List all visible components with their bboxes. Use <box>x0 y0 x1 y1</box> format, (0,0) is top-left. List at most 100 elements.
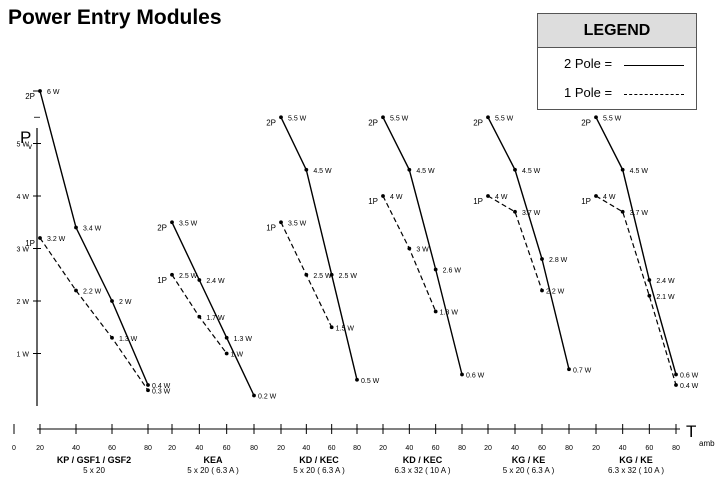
data-label: 4 W <box>603 194 616 201</box>
panel-title: KD / KEC <box>299 455 339 465</box>
series-name-label: 1P <box>25 239 35 248</box>
series-line-2p <box>595 116 677 375</box>
dashed-line-swatch <box>624 94 684 95</box>
data-point <box>620 167 625 172</box>
data-point <box>170 220 174 225</box>
panel-subtitle: 5 x 20 ( 6.3 A ) <box>503 466 555 475</box>
data-label: 0.4 W <box>152 383 171 390</box>
series-line-1p <box>39 237 149 391</box>
x-tick-label: 40 <box>302 445 310 452</box>
series-line-2p <box>382 116 463 375</box>
data-point <box>567 367 571 372</box>
series-line-2p <box>280 116 358 380</box>
panel-title: KP / GSF1 / GSF2 <box>57 455 131 465</box>
data-label: 4.5 W <box>416 168 435 175</box>
data-point <box>594 115 598 120</box>
data-point <box>674 383 678 387</box>
panel-subtitle: 5 x 20 ( 6.3 A ) <box>293 466 345 475</box>
y-tick-label: 1 W <box>17 352 30 359</box>
data-point <box>38 236 42 240</box>
panel-title: KG / KE <box>619 455 653 465</box>
data-label: 0.4 W <box>680 383 699 390</box>
data-point <box>540 288 544 293</box>
data-point <box>594 194 598 198</box>
data-point <box>304 272 309 277</box>
data-label: 2 W <box>119 299 132 306</box>
data-label: 6 W <box>47 89 60 96</box>
x-tick-label: 40 <box>195 445 203 452</box>
y-axis-sub: v <box>28 142 32 151</box>
series-name-label: 1P <box>266 223 276 232</box>
data-point <box>329 272 334 277</box>
data-label: 5.5 W <box>495 115 514 122</box>
data-point <box>407 167 412 172</box>
data-point <box>197 314 202 319</box>
panel-title: KG / KE <box>512 455 546 465</box>
data-point <box>110 335 114 340</box>
series-line-1p <box>487 195 543 291</box>
data-label: 2.4 W <box>656 278 675 285</box>
series-name-label: 1P <box>581 197 591 206</box>
data-point <box>170 272 174 277</box>
series-name-label: 2P <box>25 92 35 101</box>
x-tick-label: 20 <box>379 445 387 452</box>
series-name-label: 2P <box>157 223 167 232</box>
data-label: 1 W <box>231 352 244 359</box>
panel-title: KD / KEC <box>403 455 443 465</box>
x-tick-label: 40 <box>72 445 80 452</box>
x-tick-label: 20 <box>277 445 285 452</box>
legend-item-2-pole: 2 Pole = <box>538 48 696 77</box>
data-point <box>513 209 517 214</box>
data-point <box>355 377 359 382</box>
x-tick-label: 20 <box>36 445 44 452</box>
page-title: Power Entry Modules <box>8 6 222 29</box>
x-tick-label: 20 <box>484 445 492 452</box>
data-label: 3.5 W <box>179 220 198 227</box>
data-point <box>38 89 42 93</box>
x-tick-label: 60 <box>432 445 440 452</box>
data-label: 2.5 W <box>339 273 358 280</box>
series-line-1p <box>382 195 437 312</box>
data-label: 3.2 W <box>47 236 66 243</box>
x-tick-label: 40 <box>511 445 519 452</box>
data-point <box>460 372 464 377</box>
x-tick-label: 60 <box>223 445 231 452</box>
data-point <box>146 383 150 387</box>
x-tick-label: 60 <box>328 445 336 452</box>
x-tick-label: 0 <box>12 445 16 452</box>
x-tick-label: 20 <box>168 445 176 452</box>
x-tick-label: 40 <box>405 445 413 452</box>
data-point <box>381 115 385 120</box>
data-label: 0.2 W <box>258 394 277 401</box>
series-line-2p <box>171 222 255 396</box>
series-name-label: 2P <box>266 118 276 127</box>
series-name-label: 2P <box>581 118 591 127</box>
x-tick-label: 80 <box>565 445 573 452</box>
x-tick-label: 80 <box>458 445 466 452</box>
x-axis-sub: amb <box>699 439 715 448</box>
data-label: 2.1 W <box>656 294 675 301</box>
x-tick-label: 80 <box>250 445 258 452</box>
data-point <box>329 325 334 330</box>
panel-subtitle: 5 x 20 ( 6.3 A ) <box>187 466 239 475</box>
data-label: 5.5 W <box>288 115 307 122</box>
y-tick-label: 4 W <box>17 194 30 201</box>
series-name-label: 1P <box>368 197 378 206</box>
data-point <box>647 278 652 282</box>
data-point <box>279 220 283 225</box>
x-tick-label: 60 <box>108 445 116 452</box>
x-axis-label: T <box>686 422 696 441</box>
data-label: 2.2 W <box>83 289 102 296</box>
data-label: 3.4 W <box>83 226 102 233</box>
data-point <box>252 393 256 398</box>
legend-heading: LEGEND <box>538 14 696 48</box>
legend-label: 1 Pole = <box>564 85 613 100</box>
data-point <box>486 115 490 120</box>
data-point <box>74 288 78 293</box>
panel-subtitle: 6.3 x 32 ( 10 A ) <box>608 466 664 475</box>
data-label: 3.7 W <box>522 210 541 217</box>
data-label: 2.4 W <box>206 278 225 285</box>
data-label: 2.5 W <box>313 273 332 280</box>
panel-title: KEA <box>203 455 223 465</box>
y-tick-label: 3 W <box>17 247 30 254</box>
